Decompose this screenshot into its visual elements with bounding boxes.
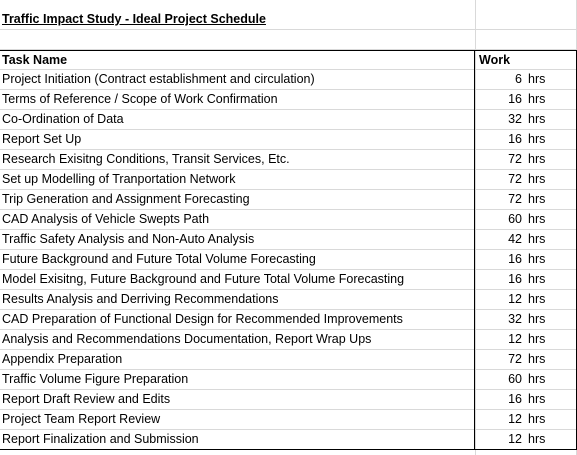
table-row: Trip Generation and Assignment Forecasti… [0,190,577,210]
table-row: Report Set Up 16 hrs [0,130,577,150]
table-row: Future Background and Future Total Volum… [0,250,577,270]
work-unit-cell[interactable]: hrs [524,210,577,230]
work-hours-cell[interactable]: 16 [508,132,522,146]
table-row: CAD Preparation of Functional Design for… [0,310,577,330]
work-hours-cell[interactable]: 12 [508,432,522,446]
table-row: Analysis and Recommendations Documentati… [0,330,577,350]
work-hours-cell[interactable]: 32 [508,312,522,326]
task-name-cell[interactable]: Co-Ordination of Data [0,110,475,130]
work-hours-cell[interactable]: 16 [508,252,522,266]
work-unit-cell[interactable]: hrs [524,90,577,110]
task-name-cell[interactable]: Research Exisitng Conditions, Transit Se… [0,150,475,170]
work-hours-cell[interactable]: 12 [508,292,522,306]
work-hours-cell[interactable]: 16 [508,92,522,106]
work-hours-cell[interactable]: 72 [508,172,522,186]
header-task-name[interactable]: Task Name [0,51,475,71]
work-unit-cell[interactable]: hrs [524,190,577,210]
work-hours-cell[interactable]: 72 [508,352,522,366]
task-name-cell[interactable]: Future Background and Future Total Volum… [0,250,475,270]
task-name-cell[interactable]: Analysis and Recommendations Documentati… [0,330,475,350]
column-gridline [475,0,476,455]
work-hours-cell[interactable]: 16 [508,392,522,406]
task-name-cell[interactable]: Report Finalization and Submission [0,430,475,450]
table-row: Research Exisitng Conditions, Transit Se… [0,150,577,170]
work-unit-cell[interactable]: hrs [524,150,577,170]
table-row: Model Exisitng, Future Background and Fu… [0,270,577,290]
task-name-cell[interactable]: CAD Analysis of Vehicle Swepts Path [0,210,475,230]
work-unit-cell[interactable]: hrs [524,270,577,290]
table-row: CAD Analysis of Vehicle Swepts Path 60 hrs [0,210,577,230]
task-name-cell[interactable]: Model Exisitng, Future Background and Fu… [0,270,475,290]
work-hours-cell[interactable]: 12 [508,332,522,346]
work-hours-cell[interactable]: 60 [508,212,522,226]
work-unit-cell[interactable]: hrs [524,310,577,330]
work-hours-cell[interactable]: 12 [508,412,522,426]
work-hours-cell[interactable]: 16 [508,272,522,286]
work-unit-cell[interactable]: hrs [524,250,577,270]
work-unit-cell[interactable]: hrs [524,410,577,430]
table-row: Traffic Volume Figure Preparation 60 hrs [0,370,577,390]
table-row: Project Team Report Review 12 hrs [0,410,577,430]
work-unit-cell[interactable]: hrs [524,130,577,150]
header-row: Task Name Work [0,50,577,71]
work-unit-cell[interactable]: hrs [524,230,577,250]
work-unit-cell[interactable]: hrs [524,430,577,450]
empty-row [0,30,577,50]
table-row: Traffic Safety Analysis and Non-Auto Ana… [0,230,577,250]
table-row: Report Finalization and Submission 12 hrs [0,430,577,450]
work-hours-cell[interactable]: 72 [508,192,522,206]
task-name-cell[interactable]: Project Initiation (Contract establishme… [0,70,475,90]
task-name-cell[interactable]: Traffic Volume Figure Preparation [0,370,475,390]
task-name-cell[interactable]: Traffic Safety Analysis and Non-Auto Ana… [0,230,475,250]
table-row: Terms of Reference / Scope of Work Confi… [0,90,577,110]
work-unit-cell[interactable]: hrs [524,330,577,350]
work-hours-cell[interactable]: 32 [508,112,522,126]
work-hours-cell[interactable]: 72 [508,152,522,166]
task-name-cell[interactable]: Set up Modelling of Tranportation Networ… [0,170,475,190]
work-unit-cell[interactable]: hrs [524,350,577,370]
header-work[interactable]: Work [475,51,577,71]
task-name-cell[interactable]: Project Team Report Review [0,410,475,430]
work-hours-cell[interactable]: 60 [508,372,522,386]
work-hours-cell[interactable]: 6 [515,72,522,86]
task-name-cell[interactable]: Appendix Preparation [0,350,475,370]
work-unit-cell[interactable]: hrs [524,370,577,390]
table-row: Set up Modelling of Tranportation Networ… [0,170,577,190]
work-unit-cell[interactable]: hrs [524,390,577,410]
empty-cell[interactable] [0,30,475,50]
task-name-cell[interactable]: Report Draft Review and Edits [0,390,475,410]
table-row: Appendix Preparation 72 hrs [0,350,577,370]
table-row: Report Draft Review and Edits 16 hrs [0,390,577,410]
task-name-cell[interactable]: Results Analysis and Derriving Recommend… [0,290,475,310]
work-hours-cell[interactable]: 42 [508,232,522,246]
table-row: Co-Ordination of Data 32 hrs [0,110,577,130]
work-unit-cell[interactable]: hrs [524,70,577,90]
sheet-title[interactable]: Traffic Impact Study - Ideal Project Sch… [2,12,266,26]
task-name-cell[interactable]: Trip Generation and Assignment Forecasti… [0,190,475,210]
table-row: Project Initiation (Contract establishme… [0,70,577,90]
work-unit-cell[interactable]: hrs [524,110,577,130]
table-row: Results Analysis and Derriving Recommend… [0,290,577,310]
task-name-cell[interactable]: CAD Preparation of Functional Design for… [0,310,475,330]
work-unit-cell[interactable]: hrs [524,290,577,310]
task-name-cell[interactable]: Report Set Up [0,130,475,150]
work-unit-cell[interactable]: hrs [524,170,577,190]
title-row: Traffic Impact Study - Ideal Project Sch… [0,10,577,30]
task-name-cell[interactable]: Terms of Reference / Scope of Work Confi… [0,90,475,110]
